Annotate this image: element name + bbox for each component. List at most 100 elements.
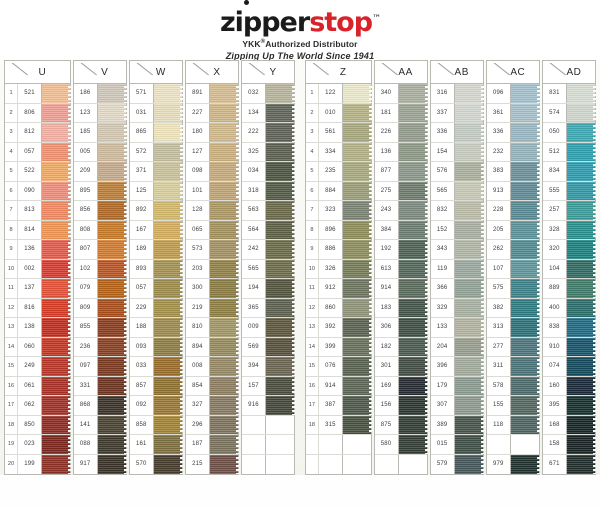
- color-row[interactable]: 579: [430, 454, 484, 474]
- color-row[interactable]: 074: [542, 357, 597, 377]
- color-row[interactable]: 575: [486, 279, 540, 299]
- color-swatch[interactable]: [510, 376, 540, 395]
- color-row[interactable]: 331: [73, 376, 127, 396]
- color-swatch[interactable]: [342, 415, 372, 434]
- color-swatch[interactable]: [209, 376, 240, 395]
- color-row[interactable]: 187: [185, 435, 240, 455]
- color-swatch[interactable]: [209, 201, 240, 220]
- color-row[interactable]: 180: [185, 123, 240, 143]
- color-swatch[interactable]: [153, 240, 183, 259]
- color-row[interactable]: 671: [542, 454, 597, 474]
- color-row[interactable]: 065: [185, 220, 240, 240]
- color-row[interactable]: 152: [430, 220, 484, 240]
- color-row[interactable]: 5 522: [5, 162, 71, 182]
- color-row[interactable]: 1 521: [5, 84, 71, 104]
- color-swatch[interactable]: [97, 279, 127, 298]
- color-row[interactable]: 569: [241, 337, 296, 357]
- color-row[interactable]: 236: [73, 337, 127, 357]
- color-row[interactable]: 125: [129, 181, 183, 201]
- color-swatch[interactable]: [42, 201, 71, 220]
- color-swatch[interactable]: [342, 279, 372, 298]
- color-row[interactable]: 7 813: [5, 201, 71, 221]
- color-row[interactable]: 158: [542, 435, 597, 455]
- color-row[interactable]: 015: [430, 435, 484, 455]
- color-swatch[interactable]: [566, 415, 597, 434]
- color-row[interactable]: 8 814: [5, 220, 71, 240]
- color-row[interactable]: 033: [129, 357, 183, 377]
- color-row[interactable]: 371: [129, 162, 183, 182]
- color-row[interactable]: 865: [129, 123, 183, 143]
- color-swatch[interactable]: [398, 318, 428, 337]
- color-row[interactable]: 6 090: [5, 181, 71, 201]
- color-swatch[interactable]: [42, 279, 71, 298]
- color-swatch[interactable]: [510, 357, 540, 376]
- color-row[interactable]: 104: [542, 259, 597, 279]
- color-swatch[interactable]: [454, 84, 484, 103]
- color-swatch[interactable]: [454, 240, 484, 259]
- color-row[interactable]: 892: [129, 201, 183, 221]
- color-swatch[interactable]: [209, 162, 240, 181]
- color-row[interactable]: 5 235: [305, 162, 372, 182]
- color-row[interactable]: 098: [185, 162, 240, 182]
- color-swatch[interactable]: [342, 84, 372, 103]
- color-row[interactable]: 057: [129, 279, 183, 299]
- color-row[interactable]: 832: [430, 201, 484, 221]
- color-row[interactable]: 917: [73, 454, 127, 474]
- color-row[interactable]: 913: [486, 181, 540, 201]
- color-swatch[interactable]: [153, 357, 183, 376]
- color-swatch[interactable]: [97, 454, 127, 474]
- color-swatch[interactable]: [398, 103, 428, 122]
- color-swatch[interactable]: [42, 181, 71, 200]
- color-row[interactable]: 574: [542, 103, 597, 123]
- color-row[interactable]: 979: [486, 454, 540, 474]
- color-swatch[interactable]: [209, 259, 240, 278]
- color-swatch[interactable]: [153, 435, 183, 454]
- color-swatch[interactable]: [153, 84, 183, 103]
- color-row[interactable]: 563: [241, 201, 296, 221]
- color-swatch[interactable]: [265, 181, 296, 200]
- color-row[interactable]: 257: [542, 201, 597, 221]
- color-swatch[interactable]: [42, 318, 71, 337]
- color-swatch[interactable]: [398, 435, 428, 454]
- color-row[interactable]: 916: [241, 396, 296, 416]
- color-row[interactable]: 555: [542, 181, 597, 201]
- color-swatch[interactable]: [398, 298, 428, 317]
- color-swatch[interactable]: [209, 415, 240, 434]
- color-swatch[interactable]: [153, 298, 183, 317]
- color-row[interactable]: 343: [430, 240, 484, 260]
- color-row[interactable]: 2 010: [305, 103, 372, 123]
- color-swatch[interactable]: [342, 318, 372, 337]
- color-swatch[interactable]: [566, 162, 597, 181]
- color-swatch[interactable]: [342, 259, 372, 278]
- color-swatch[interactable]: [454, 181, 484, 200]
- color-row[interactable]: 102: [73, 259, 127, 279]
- color-row[interactable]: 123: [73, 103, 127, 123]
- color-row[interactable]: 396: [430, 357, 484, 377]
- color-swatch[interactable]: [510, 123, 540, 142]
- color-row[interactable]: 203: [185, 259, 240, 279]
- color-swatch[interactable]: [510, 279, 540, 298]
- color-swatch[interactable]: [510, 298, 540, 317]
- color-swatch[interactable]: [209, 123, 240, 142]
- color-row[interactable]: 093: [129, 337, 183, 357]
- color-row[interactable]: 185: [73, 123, 127, 143]
- color-swatch[interactable]: [342, 376, 372, 395]
- color-swatch[interactable]: [398, 84, 428, 103]
- color-row[interactable]: 4 057: [5, 142, 71, 162]
- color-swatch[interactable]: [42, 123, 71, 142]
- color-row[interactable]: 613: [374, 259, 428, 279]
- color-swatch[interactable]: [398, 337, 428, 356]
- color-row[interactable]: 107: [486, 259, 540, 279]
- color-row[interactable]: 242: [241, 240, 296, 260]
- color-row[interactable]: 168: [542, 415, 597, 435]
- color-swatch[interactable]: [97, 142, 127, 161]
- color-row[interactable]: 394: [241, 357, 296, 377]
- color-swatch[interactable]: [153, 376, 183, 395]
- color-row[interactable]: 079: [73, 279, 127, 299]
- color-row[interactable]: 7 323: [305, 201, 372, 221]
- color-swatch[interactable]: [265, 259, 296, 278]
- color-swatch[interactable]: [42, 142, 71, 161]
- color-swatch[interactable]: [566, 337, 597, 356]
- color-row[interactable]: 009: [241, 318, 296, 338]
- color-row[interactable]: 226: [374, 123, 428, 143]
